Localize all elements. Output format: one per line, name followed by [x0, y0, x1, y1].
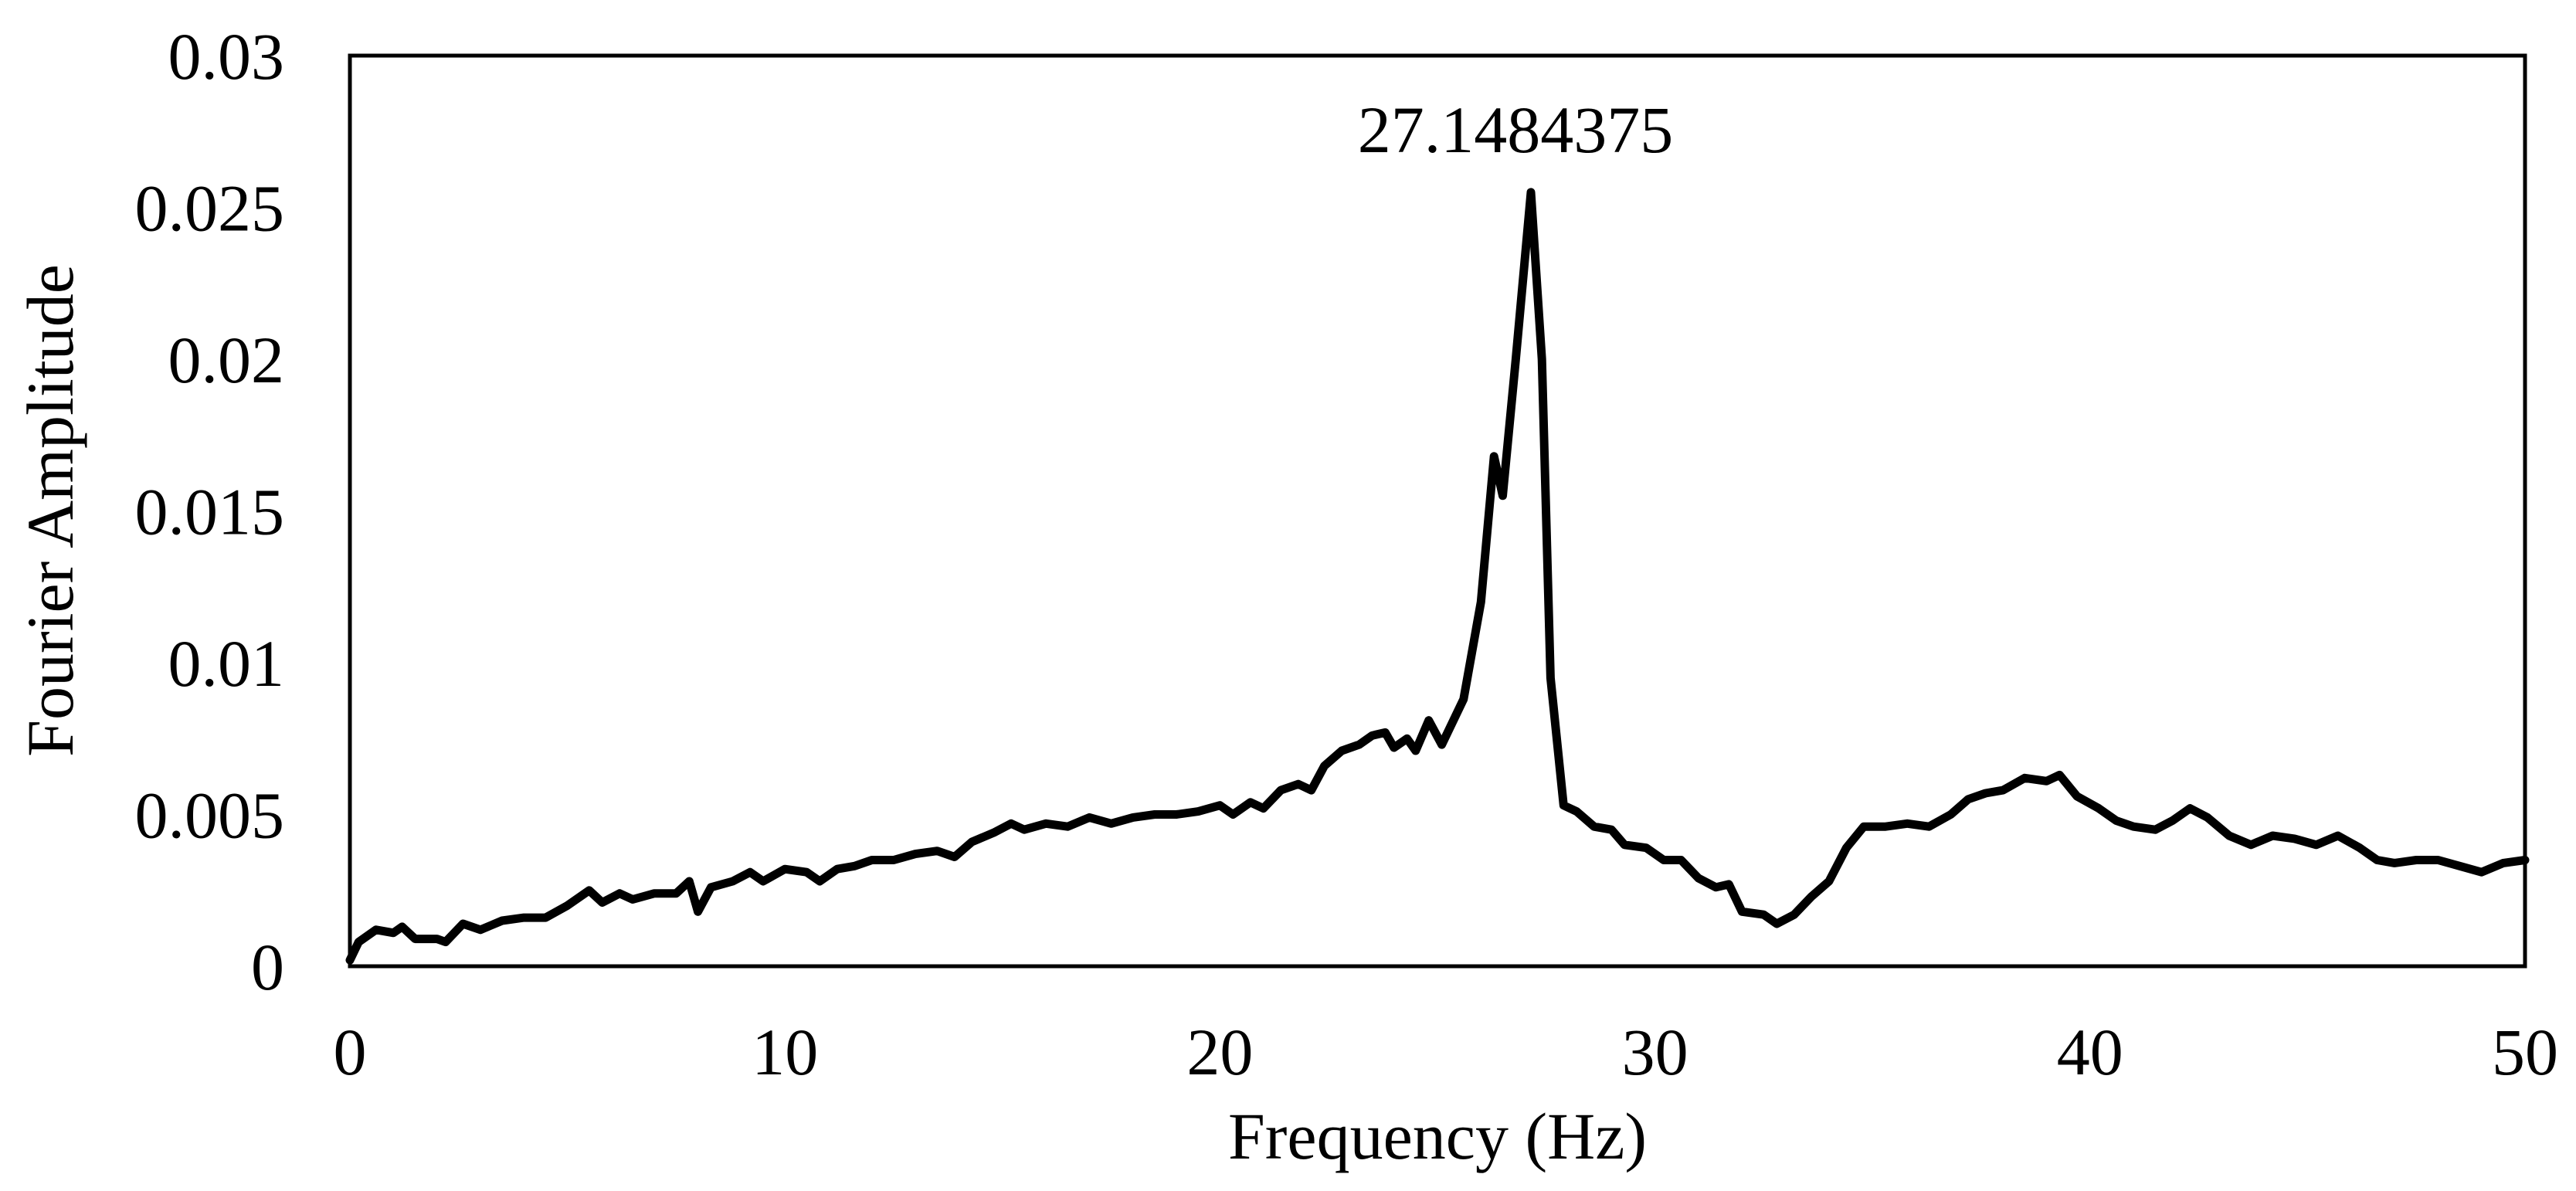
x-tick-label: 50: [2492, 1015, 2558, 1089]
x-tick-label: 20: [1186, 1015, 1253, 1089]
data-line: [345, 188, 2530, 965]
y-tick-label: 0.03: [168, 19, 285, 93]
x-tick-label: 0: [334, 1015, 367, 1089]
plot-frame: [348, 53, 2527, 969]
y-axis-label: Fourier Amplitude: [13, 264, 87, 757]
y-tick-label: 0.005: [135, 779, 285, 853]
y-tick-label: 0: [251, 930, 284, 1004]
peak-annotation: 27.1484375: [1358, 93, 1674, 167]
x-axis-label: Frequency (Hz): [1228, 1099, 1647, 1173]
x-tick-label: 10: [752, 1015, 818, 1089]
y-tick-label: 0.02: [168, 323, 285, 397]
x-tick-label: 40: [2057, 1015, 2123, 1089]
y-tick-label: 0.015: [135, 475, 285, 549]
x-tick-label: 30: [1622, 1015, 1688, 1089]
y-tick-label: 0.025: [135, 171, 285, 246]
y-tick-label: 0.01: [168, 626, 285, 701]
